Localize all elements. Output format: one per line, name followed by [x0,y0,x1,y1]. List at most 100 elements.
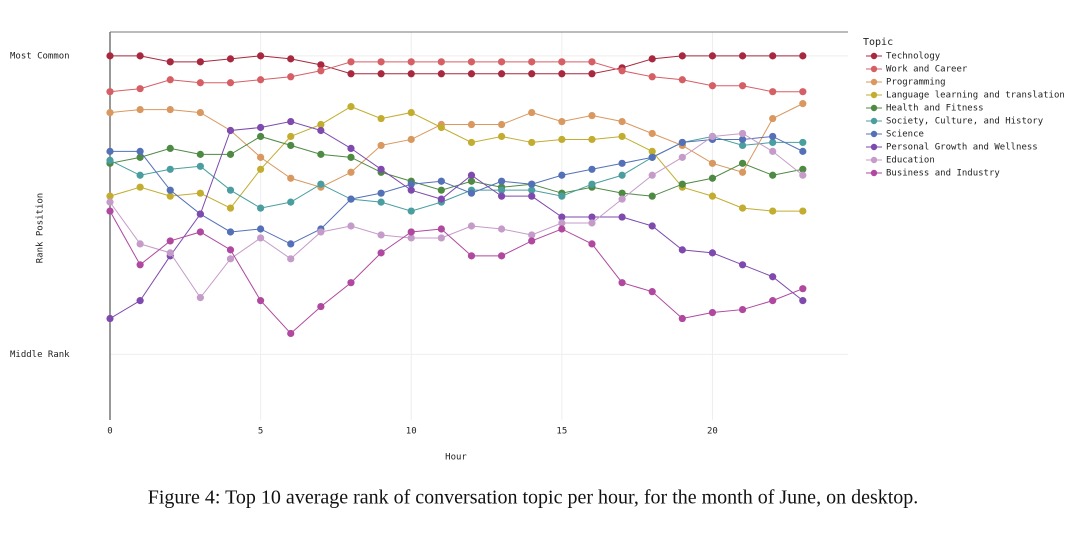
point [558,70,566,78]
point [799,285,807,293]
point [317,120,325,129]
point [317,61,325,69]
point [799,297,807,305]
point [136,85,144,93]
point [377,165,385,173]
point [497,132,506,141]
point [618,279,626,287]
point [467,252,476,260]
point [678,138,686,147]
point [347,58,355,66]
point [347,222,355,230]
point [226,204,235,212]
point [257,132,265,141]
point [678,314,686,323]
point [678,52,686,60]
point [317,228,325,236]
point [618,159,626,167]
point [648,153,656,161]
point [558,117,566,126]
point [287,117,295,126]
point [437,70,445,78]
legend-label: Work and Career [886,65,968,75]
point [196,162,204,170]
point [437,195,445,203]
series-line [109,61,803,93]
point [377,70,385,78]
point [558,135,566,144]
point [708,249,717,257]
point [257,204,265,212]
point [196,150,204,158]
point [317,150,325,158]
point [588,58,596,66]
point [407,108,415,117]
point [136,240,144,248]
point [497,120,506,129]
point [136,52,144,60]
point [196,58,204,66]
point [738,305,747,314]
point [437,225,445,233]
legend-label: Personal Growth and Wellness [886,143,1038,153]
point [226,255,235,263]
point [317,126,325,135]
point [287,255,295,263]
point [708,192,717,200]
point [196,79,204,87]
point [317,302,325,311]
point [497,252,506,260]
point [738,52,747,60]
point [528,192,536,200]
point [708,82,717,90]
y-tick-label: Most Common [10,51,70,61]
point [347,195,355,203]
legend-marker [870,143,878,151]
point [166,165,174,173]
point [196,228,204,236]
x-tick-label: 20 [707,427,718,437]
point [226,246,235,254]
point [347,168,355,176]
point [678,180,686,188]
legend-label: Education [886,156,935,166]
series-line [110,135,804,245]
point [528,70,536,78]
point [377,198,385,206]
series-line [109,121,804,319]
point [136,297,144,305]
point [257,153,265,161]
point [166,186,174,194]
point [136,171,144,179]
point [528,58,536,66]
point [106,207,114,215]
point [287,55,295,63]
point [166,144,174,152]
legend-label: Health and Fitness [886,104,984,114]
series-line [109,103,804,188]
point [407,228,415,236]
point [799,88,807,96]
legend-marker [870,169,878,177]
point [377,249,385,257]
point [648,192,656,200]
point [769,207,777,215]
point [407,135,415,144]
point [166,192,174,200]
grid [109,32,848,420]
point [347,279,355,287]
point [648,55,656,63]
point [166,76,174,84]
point [648,129,656,138]
series-line [109,106,803,212]
legend-label: Science [886,130,924,140]
point [528,231,536,239]
point [708,174,717,182]
legend-marker [870,78,878,86]
point [407,234,415,242]
point [377,114,385,123]
point [437,234,445,242]
point [588,240,596,248]
point [497,186,506,194]
point [407,207,415,215]
